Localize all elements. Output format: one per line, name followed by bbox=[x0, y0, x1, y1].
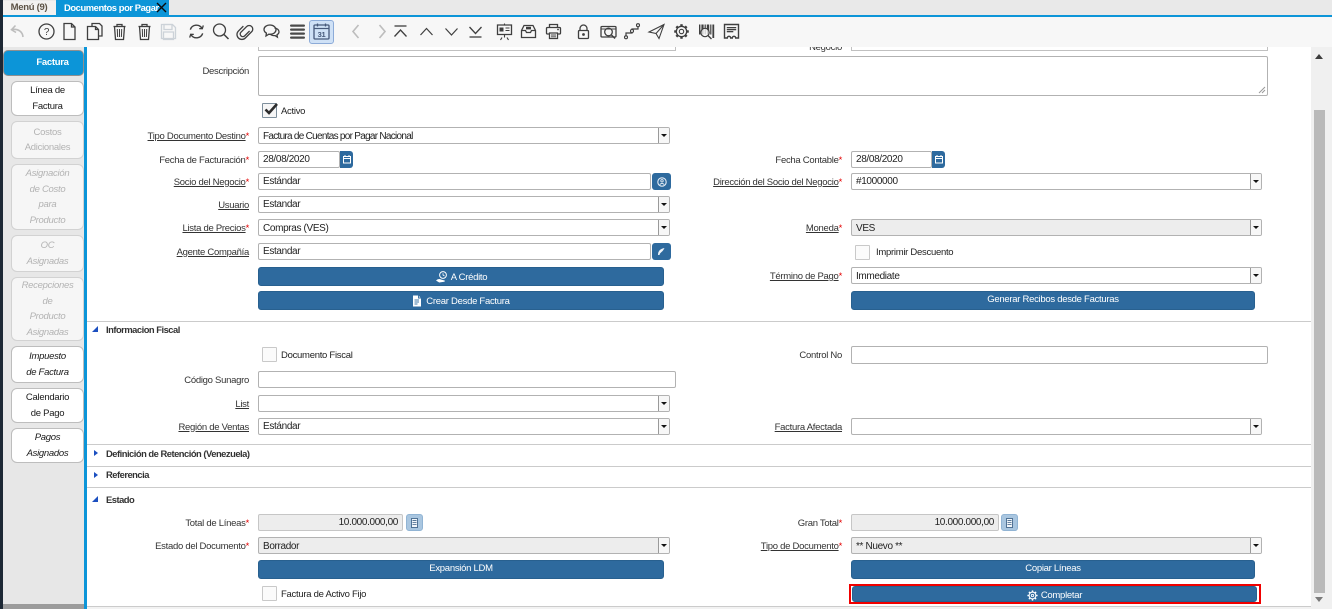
svg-text:?: ? bbox=[43, 27, 49, 38]
svg-text:31: 31 bbox=[317, 30, 325, 39]
